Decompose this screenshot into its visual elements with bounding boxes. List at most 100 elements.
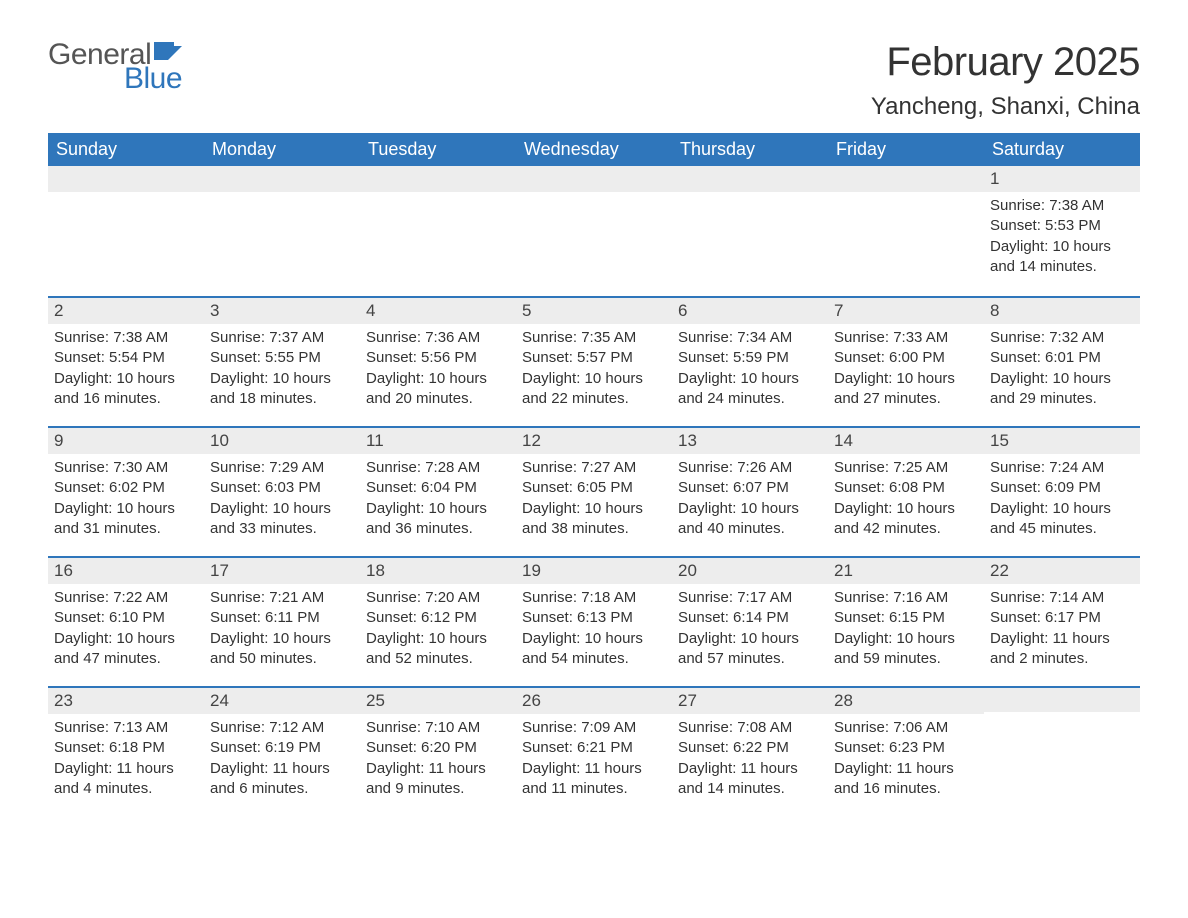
sunrise-text: Sunrise: 7:12 AM	[210, 718, 354, 738]
sunset-text: Sunset: 6:03 PM	[210, 478, 354, 498]
sunrise-text: Sunrise: 7:30 AM	[54, 458, 198, 478]
sunset-text: Sunset: 6:13 PM	[522, 608, 666, 628]
calendar-day-cell: 2Sunrise: 7:38 AMSunset: 5:54 PMDaylight…	[48, 296, 204, 426]
daylight-text: Daylight: 10 hours and 52 minutes.	[366, 629, 510, 670]
day-details: Sunrise: 7:26 AMSunset: 6:07 PMDaylight:…	[672, 454, 828, 547]
weekday-header: Sunday	[48, 133, 204, 166]
weekday-header: Monday	[204, 133, 360, 166]
calendar-day-cell: 11Sunrise: 7:28 AMSunset: 6:04 PMDayligh…	[360, 426, 516, 556]
month-title: February 2025	[871, 40, 1140, 85]
calendar-day-cell: 26Sunrise: 7:09 AMSunset: 6:21 PMDayligh…	[516, 686, 672, 816]
sunrise-text: Sunrise: 7:13 AM	[54, 718, 198, 738]
day-number: 18	[360, 556, 516, 584]
sunset-text: Sunset: 6:09 PM	[990, 478, 1134, 498]
day-details: Sunrise: 7:37 AMSunset: 5:55 PMDaylight:…	[204, 324, 360, 417]
sunrise-text: Sunrise: 7:35 AM	[522, 328, 666, 348]
calendar-empty-cell	[360, 166, 516, 296]
day-details: Sunrise: 7:32 AMSunset: 6:01 PMDaylight:…	[984, 324, 1140, 417]
sunrise-text: Sunrise: 7:14 AM	[990, 588, 1134, 608]
sunset-text: Sunset: 5:57 PM	[522, 348, 666, 368]
day-details: Sunrise: 7:34 AMSunset: 5:59 PMDaylight:…	[672, 324, 828, 417]
calendar-day-cell: 4Sunrise: 7:36 AMSunset: 5:56 PMDaylight…	[360, 296, 516, 426]
sunset-text: Sunset: 6:00 PM	[834, 348, 978, 368]
day-number: 23	[48, 686, 204, 714]
daylight-text: Daylight: 10 hours and 14 minutes.	[990, 237, 1134, 278]
day-details: Sunrise: 7:35 AMSunset: 5:57 PMDaylight:…	[516, 324, 672, 417]
daylight-text: Daylight: 10 hours and 42 minutes.	[834, 499, 978, 540]
daylight-text: Daylight: 10 hours and 36 minutes.	[366, 499, 510, 540]
calendar-day-cell: 14Sunrise: 7:25 AMSunset: 6:08 PMDayligh…	[828, 426, 984, 556]
calendar-day-cell: 27Sunrise: 7:08 AMSunset: 6:22 PMDayligh…	[672, 686, 828, 816]
sunrise-text: Sunrise: 7:34 AM	[678, 328, 822, 348]
sunrise-text: Sunrise: 7:10 AM	[366, 718, 510, 738]
calendar-empty-cell	[984, 686, 1140, 816]
day-details: Sunrise: 7:38 AMSunset: 5:53 PMDaylight:…	[984, 192, 1140, 285]
sunrise-text: Sunrise: 7:29 AM	[210, 458, 354, 478]
sunrise-text: Sunrise: 7:38 AM	[990, 196, 1134, 216]
sunset-text: Sunset: 6:15 PM	[834, 608, 978, 628]
sunset-text: Sunset: 5:56 PM	[366, 348, 510, 368]
weekday-header: Wednesday	[516, 133, 672, 166]
empty-day-bar	[48, 166, 204, 192]
empty-day-bar	[516, 166, 672, 192]
day-number: 28	[828, 686, 984, 714]
daylight-text: Daylight: 11 hours and 16 minutes.	[834, 759, 978, 800]
daylight-text: Daylight: 11 hours and 4 minutes.	[54, 759, 198, 800]
day-details: Sunrise: 7:25 AMSunset: 6:08 PMDaylight:…	[828, 454, 984, 547]
calendar-day-cell: 21Sunrise: 7:16 AMSunset: 6:15 PMDayligh…	[828, 556, 984, 686]
sunrise-text: Sunrise: 7:20 AM	[366, 588, 510, 608]
calendar-day-cell: 10Sunrise: 7:29 AMSunset: 6:03 PMDayligh…	[204, 426, 360, 556]
day-number: 15	[984, 426, 1140, 454]
day-number: 16	[48, 556, 204, 584]
calendar-day-cell: 5Sunrise: 7:35 AMSunset: 5:57 PMDaylight…	[516, 296, 672, 426]
sunset-text: Sunset: 6:12 PM	[366, 608, 510, 628]
calendar-empty-cell	[828, 166, 984, 296]
sunset-text: Sunset: 5:54 PM	[54, 348, 198, 368]
page-header: General Blue February 2025 Yancheng, Sha…	[48, 40, 1140, 121]
empty-day-bar	[204, 166, 360, 192]
daylight-text: Daylight: 11 hours and 11 minutes.	[522, 759, 666, 800]
sunrise-text: Sunrise: 7:33 AM	[834, 328, 978, 348]
sunset-text: Sunset: 5:53 PM	[990, 216, 1134, 236]
calendar-day-cell: 9Sunrise: 7:30 AMSunset: 6:02 PMDaylight…	[48, 426, 204, 556]
day-details: Sunrise: 7:18 AMSunset: 6:13 PMDaylight:…	[516, 584, 672, 677]
calendar-week-row: 1Sunrise: 7:38 AMSunset: 5:53 PMDaylight…	[48, 166, 1140, 296]
calendar-day-cell: 6Sunrise: 7:34 AMSunset: 5:59 PMDaylight…	[672, 296, 828, 426]
title-block: February 2025 Yancheng, Shanxi, China	[871, 40, 1140, 121]
day-details: Sunrise: 7:36 AMSunset: 5:56 PMDaylight:…	[360, 324, 516, 417]
day-number: 6	[672, 296, 828, 324]
calendar-day-cell: 28Sunrise: 7:06 AMSunset: 6:23 PMDayligh…	[828, 686, 984, 816]
day-details: Sunrise: 7:09 AMSunset: 6:21 PMDaylight:…	[516, 714, 672, 807]
calendar-day-cell: 16Sunrise: 7:22 AMSunset: 6:10 PMDayligh…	[48, 556, 204, 686]
sunrise-text: Sunrise: 7:36 AM	[366, 328, 510, 348]
sunset-text: Sunset: 6:18 PM	[54, 738, 198, 758]
daylight-text: Daylight: 10 hours and 31 minutes.	[54, 499, 198, 540]
sunset-text: Sunset: 6:05 PM	[522, 478, 666, 498]
day-number: 20	[672, 556, 828, 584]
daylight-text: Daylight: 10 hours and 18 minutes.	[210, 369, 354, 410]
day-details: Sunrise: 7:20 AMSunset: 6:12 PMDaylight:…	[360, 584, 516, 677]
day-details: Sunrise: 7:33 AMSunset: 6:00 PMDaylight:…	[828, 324, 984, 417]
calendar-day-cell: 8Sunrise: 7:32 AMSunset: 6:01 PMDaylight…	[984, 296, 1140, 426]
sunrise-text: Sunrise: 7:32 AM	[990, 328, 1134, 348]
calendar-day-cell: 18Sunrise: 7:20 AMSunset: 6:12 PMDayligh…	[360, 556, 516, 686]
day-number: 27	[672, 686, 828, 714]
day-details: Sunrise: 7:22 AMSunset: 6:10 PMDaylight:…	[48, 584, 204, 677]
calendar-day-cell: 1Sunrise: 7:38 AMSunset: 5:53 PMDaylight…	[984, 166, 1140, 296]
daylight-text: Daylight: 10 hours and 45 minutes.	[990, 499, 1134, 540]
sunset-text: Sunset: 5:55 PM	[210, 348, 354, 368]
calendar-empty-cell	[204, 166, 360, 296]
day-number: 17	[204, 556, 360, 584]
calendar-header-row: SundayMondayTuesdayWednesdayThursdayFrid…	[48, 133, 1140, 166]
daylight-text: Daylight: 10 hours and 29 minutes.	[990, 369, 1134, 410]
daylight-text: Daylight: 11 hours and 6 minutes.	[210, 759, 354, 800]
daylight-text: Daylight: 10 hours and 59 minutes.	[834, 629, 978, 670]
calendar-day-cell: 15Sunrise: 7:24 AMSunset: 6:09 PMDayligh…	[984, 426, 1140, 556]
sunset-text: Sunset: 6:02 PM	[54, 478, 198, 498]
calendar-day-cell: 17Sunrise: 7:21 AMSunset: 6:11 PMDayligh…	[204, 556, 360, 686]
empty-day-bar	[984, 686, 1140, 712]
sunrise-text: Sunrise: 7:25 AM	[834, 458, 978, 478]
day-details: Sunrise: 7:06 AMSunset: 6:23 PMDaylight:…	[828, 714, 984, 807]
brand-flag-icon	[154, 42, 182, 64]
calendar-day-cell: 13Sunrise: 7:26 AMSunset: 6:07 PMDayligh…	[672, 426, 828, 556]
